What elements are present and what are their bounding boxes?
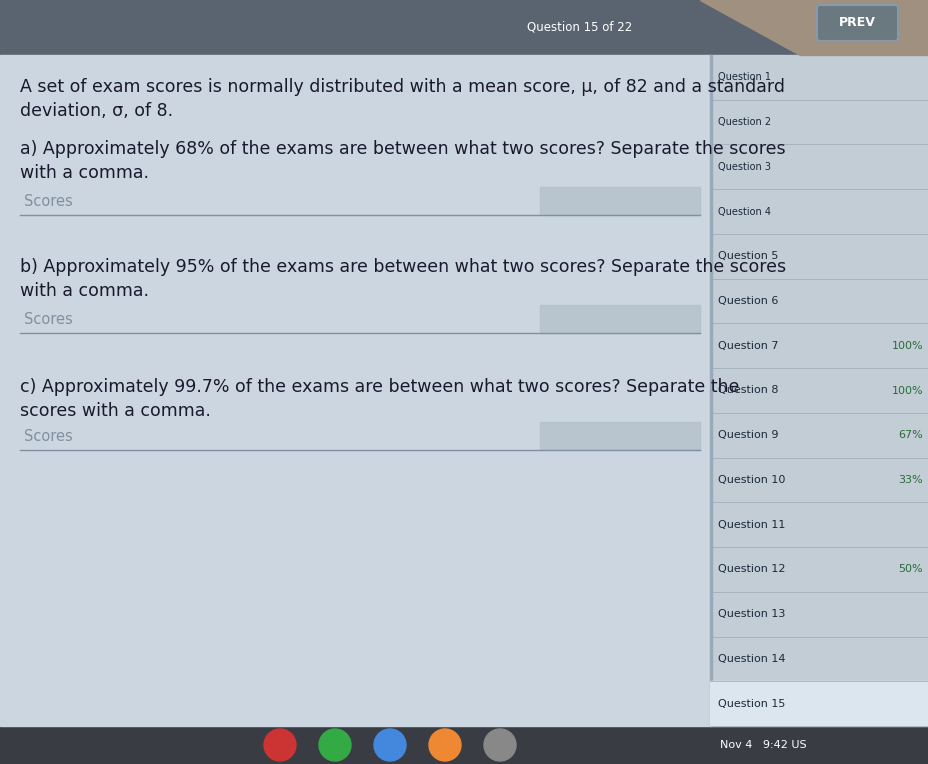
Bar <box>709 55 711 726</box>
Text: Question 10: Question 10 <box>717 475 784 485</box>
Text: Question 5: Question 5 <box>717 251 778 261</box>
Text: deviation, σ, of 8.: deviation, σ, of 8. <box>20 102 173 120</box>
Circle shape <box>374 729 406 761</box>
Text: Question 9: Question 9 <box>717 430 778 440</box>
Bar <box>709 681 928 726</box>
Text: Question 6: Question 6 <box>717 296 778 306</box>
Text: Scores: Scores <box>24 429 72 444</box>
Text: Scores: Scores <box>24 312 72 327</box>
Text: Scores: Scores <box>24 194 72 209</box>
Circle shape <box>429 729 460 761</box>
FancyBboxPatch shape <box>816 5 897 41</box>
Text: 100%: 100% <box>890 341 922 351</box>
Bar <box>539 305 699 333</box>
Text: b) Approximately 95% of the exams are between what two scores? Separate the scor: b) Approximately 95% of the exams are be… <box>20 258 785 276</box>
Text: with a comma.: with a comma. <box>20 282 148 300</box>
Text: 50%: 50% <box>897 565 922 575</box>
Text: Nov 4   9:42 US: Nov 4 9:42 US <box>719 740 806 750</box>
Text: with a comma.: with a comma. <box>20 164 148 182</box>
Text: Question 15: Question 15 <box>717 698 784 709</box>
Text: Question 11: Question 11 <box>717 520 784 529</box>
Text: Question 14: Question 14 <box>717 654 785 664</box>
Text: Question 15 of 22: Question 15 of 22 <box>527 21 632 34</box>
Bar <box>0 55 709 726</box>
Circle shape <box>483 729 515 761</box>
Text: Question 13: Question 13 <box>717 609 784 619</box>
Bar <box>709 55 928 726</box>
Bar <box>539 422 699 450</box>
Text: Question 3: Question 3 <box>717 162 770 172</box>
Text: Question 12: Question 12 <box>717 565 785 575</box>
Text: PREV: PREV <box>838 17 875 30</box>
Text: Question 8: Question 8 <box>717 386 778 396</box>
Text: 33%: 33% <box>897 475 922 485</box>
Circle shape <box>318 729 351 761</box>
Text: c) Approximately 99.7% of the exams are between what two scores? Separate the: c) Approximately 99.7% of the exams are … <box>20 378 739 396</box>
Text: Question 7: Question 7 <box>717 341 778 351</box>
Text: a) Approximately 68% of the exams are between what two scores? Separate the scor: a) Approximately 68% of the exams are be… <box>20 140 785 158</box>
Bar <box>539 187 699 215</box>
Circle shape <box>264 729 296 761</box>
Bar <box>0 726 928 764</box>
Text: 100%: 100% <box>890 386 922 396</box>
Text: 67%: 67% <box>897 430 922 440</box>
Text: Question 4: Question 4 <box>717 206 770 216</box>
Text: scores with a comma.: scores with a comma. <box>20 402 211 420</box>
Polygon shape <box>699 0 928 55</box>
Bar <box>0 0 928 55</box>
Text: Question 2: Question 2 <box>717 117 770 127</box>
Text: A set of exam scores is normally distributed with a mean score, μ, of 82 and a s: A set of exam scores is normally distrib… <box>20 78 784 96</box>
Text: Question 1: Question 1 <box>717 73 770 83</box>
